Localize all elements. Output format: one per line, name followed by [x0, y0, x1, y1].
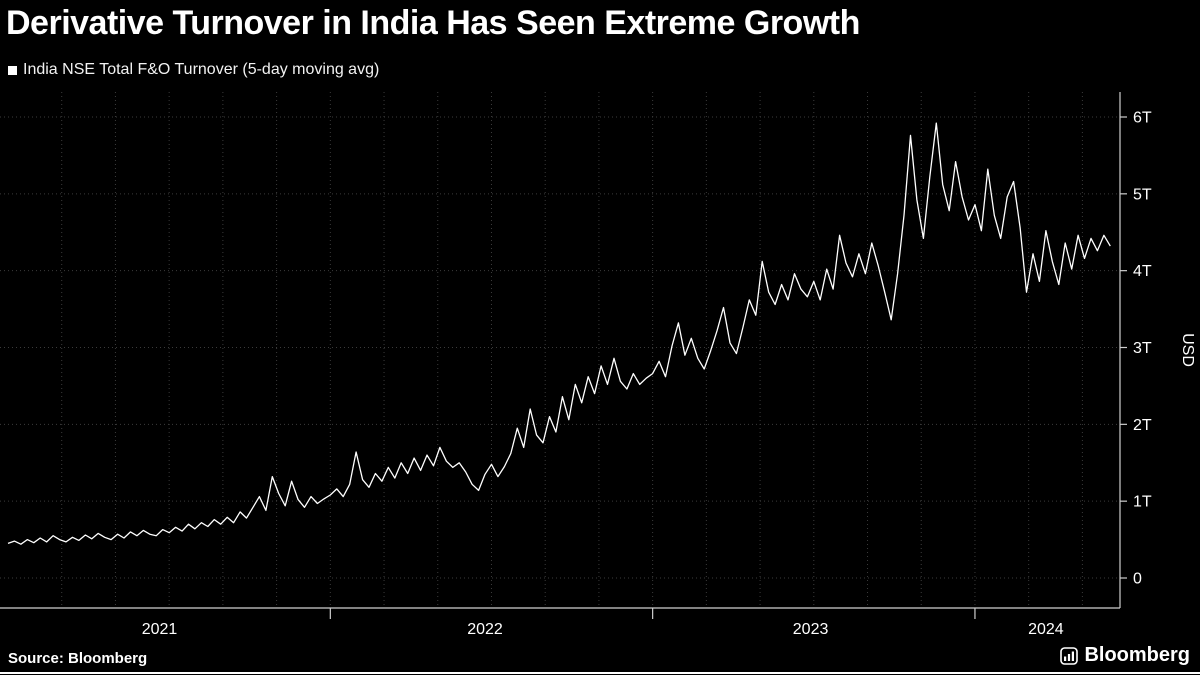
svg-text:2T: 2T — [1133, 417, 1152, 434]
chart-title: Derivative Turnover in India Has Seen Ex… — [6, 4, 860, 42]
bloomberg-logo: Bloomberg — [1060, 644, 1190, 667]
bloomberg-logo-text: Bloomberg — [1084, 644, 1190, 666]
gridlines — [0, 92, 1120, 607]
legend-label: India NSE Total F&O Turnover (5-day movi… — [23, 61, 380, 78]
svg-text:2023: 2023 — [793, 621, 829, 638]
bloomberg-logo-icon — [1060, 646, 1079, 665]
axes — [0, 92, 1127, 619]
y-axis-title: USD — [1179, 333, 1196, 367]
y-axis-labels: 0 1T 2T 3T 4T 5T 6T — [1133, 110, 1152, 588]
svg-text:0: 0 — [1133, 571, 1142, 588]
svg-text:2021: 2021 — [142, 621, 178, 638]
bottom-rule — [0, 672, 1200, 674]
svg-text:2022: 2022 — [467, 621, 503, 638]
x-axis-labels: 2021 2022 2023 2024 — [142, 621, 1064, 638]
svg-text:4T: 4T — [1133, 263, 1152, 280]
svg-text:1T: 1T — [1133, 494, 1152, 511]
series-line — [7, 122, 1111, 545]
svg-text:5T: 5T — [1133, 186, 1152, 203]
source-label: Source: Bloomberg — [8, 650, 148, 667]
svg-text:3T: 3T — [1133, 340, 1152, 357]
legend-swatch-icon — [8, 65, 17, 75]
svg-text:2024: 2024 — [1028, 621, 1064, 638]
legend: India NSE Total F&O Turnover (5-day movi… — [8, 61, 379, 79]
svg-text:6T: 6T — [1133, 110, 1152, 127]
